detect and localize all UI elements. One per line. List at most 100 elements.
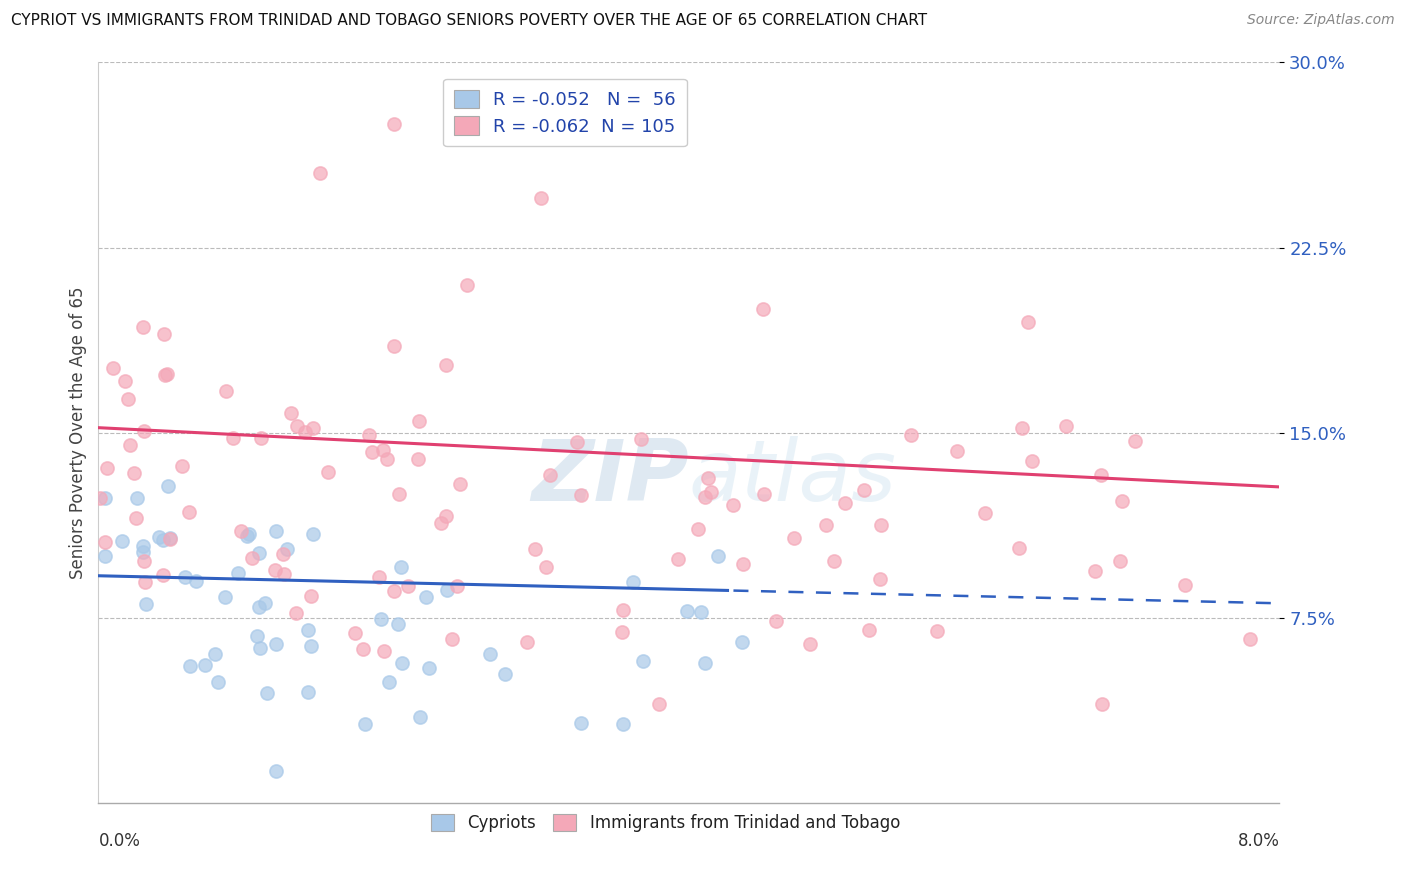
Point: [1090, 468, 1112, 483]
Point: [256, 686, 278, 700]
Point: [370, 611, 392, 625]
Point: [695, 490, 717, 504]
Point: [226, 566, 249, 580]
Point: [409, 710, 432, 724]
Point: [494, 666, 516, 681]
Point: [250, 432, 273, 446]
Point: [132, 545, 155, 559]
Point: [148, 530, 170, 544]
Point: [1083, 564, 1105, 578]
Point: [247, 546, 270, 560]
Point: [1018, 314, 1040, 328]
Point: [94, 491, 117, 505]
Point: [240, 551, 263, 566]
Point: [569, 716, 592, 731]
Point: [245, 629, 267, 643]
Point: [299, 589, 322, 603]
Point: [946, 443, 969, 458]
Point: [382, 117, 405, 131]
Text: 0.0%: 0.0%: [98, 832, 141, 850]
Point: [294, 425, 316, 439]
Point: [396, 579, 419, 593]
Point: [222, 431, 245, 445]
Point: [516, 635, 538, 649]
Point: [273, 567, 295, 582]
Point: [631, 654, 654, 668]
Point: [783, 531, 806, 545]
Point: [111, 533, 134, 548]
Point: [676, 604, 699, 618]
Point: [236, 529, 259, 543]
Point: [273, 547, 295, 561]
Point: [538, 467, 561, 482]
Point: [156, 368, 179, 382]
Point: [408, 452, 430, 467]
Point: [1021, 453, 1043, 467]
Y-axis label: Seniors Poverty Over the Age of 65: Seniors Poverty Over the Age of 65: [69, 286, 87, 579]
Point: [479, 647, 502, 661]
Point: [159, 533, 181, 547]
Point: [125, 511, 148, 525]
Point: [430, 516, 453, 531]
Point: [204, 647, 226, 661]
Point: [387, 617, 409, 632]
Point: [441, 632, 464, 646]
Point: [354, 716, 377, 731]
Point: [264, 764, 287, 778]
Point: [389, 559, 412, 574]
Point: [302, 420, 325, 434]
Point: [382, 583, 405, 598]
Point: [131, 539, 153, 553]
Point: [134, 554, 156, 568]
Point: [156, 479, 179, 493]
Text: ZIP: ZIP: [531, 435, 689, 518]
Point: [799, 637, 821, 651]
Point: [1174, 577, 1197, 591]
Point: [1239, 632, 1261, 646]
Point: [382, 339, 405, 353]
Point: [612, 717, 634, 731]
Point: [1091, 697, 1114, 711]
Point: [153, 368, 176, 382]
Text: atlas: atlas: [689, 435, 897, 518]
Point: [446, 580, 468, 594]
Point: [118, 438, 141, 452]
Point: [700, 485, 723, 500]
Point: [870, 518, 893, 533]
Point: [264, 524, 287, 539]
Point: [172, 458, 194, 473]
Point: [297, 624, 319, 638]
Point: [264, 637, 287, 651]
Point: [368, 570, 391, 584]
Point: [752, 302, 775, 317]
Point: [408, 414, 430, 428]
Point: [152, 533, 174, 547]
Point: [689, 605, 711, 619]
Point: [621, 575, 644, 590]
Point: [853, 483, 876, 498]
Point: [1109, 554, 1132, 568]
Point: [814, 518, 837, 533]
Point: [194, 658, 217, 673]
Point: [391, 656, 413, 670]
Point: [765, 614, 787, 628]
Point: [361, 445, 384, 459]
Point: [276, 542, 298, 557]
Point: [973, 506, 995, 520]
Point: [371, 443, 394, 458]
Point: [567, 435, 589, 450]
Point: [299, 640, 322, 654]
Point: [834, 496, 856, 510]
Point: [159, 531, 181, 545]
Point: [117, 392, 139, 406]
Point: [449, 476, 471, 491]
Point: [184, 574, 207, 588]
Point: [177, 505, 200, 519]
Text: CYPRIOT VS IMMIGRANTS FROM TRINIDAD AND TOBAGO SENIORS POVERTY OVER THE AGE OF 6: CYPRIOT VS IMMIGRANTS FROM TRINIDAD AND …: [11, 13, 928, 29]
Point: [630, 432, 652, 446]
Point: [457, 277, 479, 292]
Point: [612, 625, 634, 640]
Point: [707, 549, 730, 563]
Point: [569, 487, 592, 501]
Point: [89, 491, 111, 505]
